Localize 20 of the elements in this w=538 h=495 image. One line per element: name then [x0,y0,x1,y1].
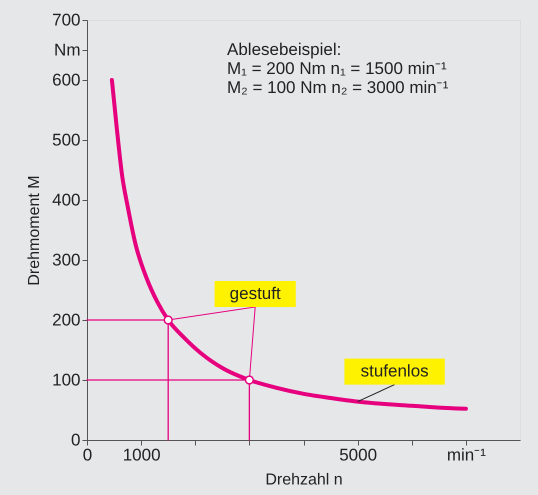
x-axis-title: Drehzahl n [265,472,343,488]
y-tick-label: Nm [54,40,80,60]
annotation: M₂ = 100 Nm n₂ = 3000 min⁻¹ [227,78,449,97]
annotation: M₁ = 200 Nm n₁ = 1500 min⁻¹ [227,59,448,78]
annotation: Ablesebeispiel: [227,40,342,59]
y-tick-label: 300 [52,250,80,270]
x-tick-label: 0 [82,446,92,464]
x-tick-label: 5000 [339,446,378,464]
y-axis-title: Drehmoment M [26,175,44,286]
series-label: stufenlos [360,362,429,381]
y-tick-label: 600 [52,70,80,90]
y-tick-label: 0 [71,430,80,450]
x-tick-label: min⁻¹ [446,446,486,464]
y-tick-label: 100 [52,370,80,390]
text: gestuft [230,284,281,303]
y-tick-label: 200 [52,310,80,330]
y-tick-label: 700 [52,10,80,30]
y-tick-label: 500 [52,130,80,150]
x-tick-label: 1000 [122,446,161,464]
y-tick-label: 400 [52,190,80,210]
